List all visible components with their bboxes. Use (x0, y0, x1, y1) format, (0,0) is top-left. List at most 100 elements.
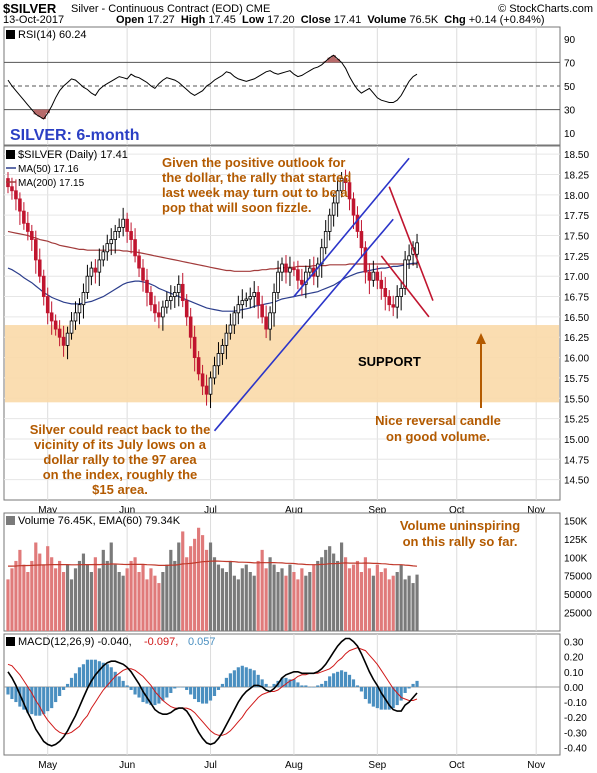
price-tick-label: 18.25 (564, 170, 589, 181)
candle-body (73, 312, 78, 322)
candle-body (288, 267, 292, 273)
volume-tick-label: 75000 (564, 572, 592, 583)
candle-body (276, 271, 280, 293)
macd-histogram-bar (415, 680, 419, 687)
candle-body (399, 288, 403, 297)
volume-bar (387, 579, 391, 631)
macd-histogram-bar (391, 686, 395, 709)
candle-body (196, 357, 201, 375)
macd-histogram-bar (54, 686, 58, 703)
candle-body (300, 279, 304, 285)
macd-histogram-bar (73, 673, 78, 687)
price-tick-label: 16.75 (564, 293, 589, 304)
ma50-line (7, 262, 417, 312)
support-zone (5, 325, 559, 403)
macd-histogram-bar (248, 668, 252, 687)
macd-histogram-bar (169, 686, 173, 693)
macd-histogram-bar (359, 686, 364, 692)
candle-body (141, 267, 145, 281)
macd-tick-label: 0.10 (564, 668, 584, 679)
candle-body (375, 271, 380, 281)
macd-x-label: Oct (449, 760, 465, 771)
volume-bar (320, 557, 324, 631)
macd-histogram-bar (312, 686, 316, 688)
volume-bar (149, 568, 153, 631)
volume-bar (399, 564, 403, 631)
macd-histogram-bar (149, 686, 153, 706)
price-x-label: Aug (285, 505, 303, 516)
macd-histogram-bar (113, 671, 117, 687)
macd-histogram-bar (371, 686, 375, 707)
ma200-legend: MA(200) 17.15 (18, 178, 85, 189)
macd-histogram-bar (292, 679, 296, 687)
macd-histogram-bar (256, 674, 260, 687)
macd-tick-label: 0.30 (564, 638, 584, 649)
annotation-july-lows: $15 area. (92, 482, 148, 497)
macd-x-label: Aug (285, 760, 303, 771)
macd-histogram-bar (185, 686, 189, 690)
macd-histogram-bar (109, 667, 113, 687)
annotation-july-lows: Silver could react back to the (30, 422, 211, 437)
macd-x-label: May (38, 760, 57, 771)
rsi-tick-label: 10 (564, 129, 576, 140)
macd-histogram-bar (14, 686, 18, 703)
candle-body (256, 292, 260, 306)
volume-bar (411, 583, 415, 631)
volume-bar (65, 564, 70, 631)
macd-histogram-bar (268, 686, 272, 688)
price-x-label: Jul (204, 505, 217, 516)
volume-bar (54, 568, 58, 631)
volume-ema-line (8, 560, 418, 567)
volume-bar (260, 549, 264, 631)
rsi-line (7, 54, 418, 120)
volume-bar (415, 574, 419, 631)
annotation-volume-line2: on this rally so far. (403, 534, 518, 549)
macd-histogram-bar (296, 682, 300, 687)
candle-body (339, 178, 344, 192)
annotation-volume-line1: Volume uninspiring (400, 518, 520, 533)
candle-body (391, 304, 396, 308)
candle-body (200, 373, 205, 387)
macd-histogram-bar (403, 686, 407, 693)
macd-tick-label: -0.10 (564, 698, 587, 709)
volume-bar (185, 557, 189, 631)
candle-body (379, 279, 384, 289)
volume-bar (359, 572, 364, 631)
quote-date: 13-Oct-2017 (3, 14, 65, 26)
volume-bar (137, 572, 141, 631)
volume-bar (324, 549, 328, 631)
volume-tick-label: 125K (564, 535, 588, 546)
annotation-july-lows: dollar rally to the 97 area (43, 452, 197, 467)
candle-body (14, 190, 18, 200)
macd-histogram-bar (320, 683, 324, 687)
price-x-label: Oct (449, 505, 465, 516)
volume-bar (30, 560, 34, 631)
candle-body (10, 186, 14, 192)
macd-histogram-bar (197, 686, 201, 703)
ma200-line (7, 230, 417, 272)
volume-bar (200, 535, 205, 631)
macd-histogram-bar (355, 685, 360, 687)
volume-bar (34, 542, 38, 631)
rsi-tick-label: 30 (564, 106, 576, 117)
volume-bar (109, 542, 113, 631)
volume-bar (101, 549, 105, 631)
candle-body (57, 328, 62, 338)
volume-bar (339, 542, 344, 631)
candle-body (252, 292, 257, 297)
price-x-label: May (38, 505, 57, 516)
macd-histogram-bar (316, 685, 320, 687)
volume-bar (248, 572, 252, 631)
price-tick-label: 18.00 (564, 191, 589, 202)
macd-histogram-bar (347, 674, 352, 687)
price-tick-label: 16.25 (564, 333, 589, 344)
candle-body (69, 320, 74, 334)
annotation-dollar-outlook: last week may turn out to be a (162, 185, 348, 200)
candle-body (113, 231, 118, 240)
candle-body (45, 296, 50, 314)
price-legend-swatch (6, 150, 15, 159)
macd-histogram-bar (208, 686, 213, 701)
macd-histogram-bar (30, 686, 34, 715)
candle-body (308, 267, 312, 273)
candle-body (212, 365, 217, 379)
